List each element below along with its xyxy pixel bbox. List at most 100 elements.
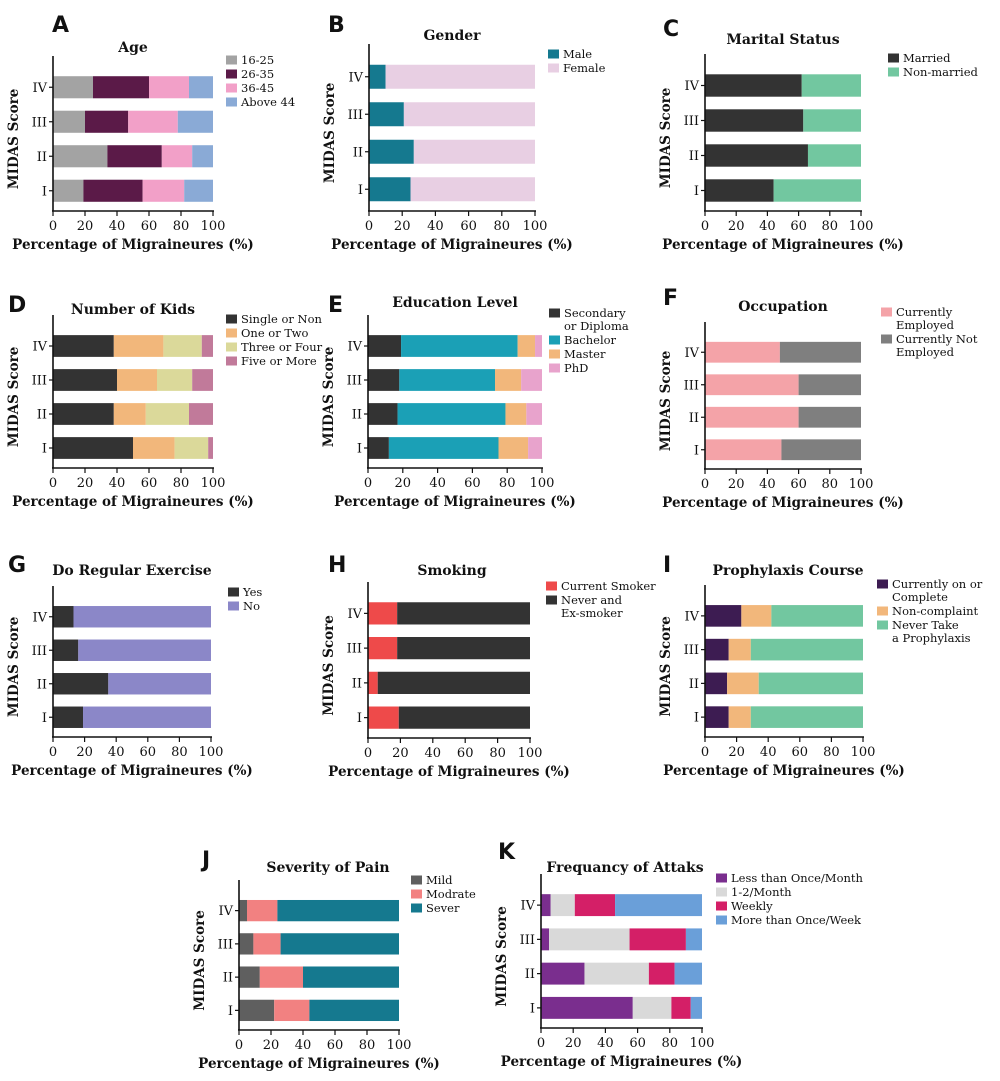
panel-f-legend-label-currently-not-employed: Employed (896, 345, 955, 359)
panel-d-x-tick-label: 20 (77, 476, 94, 491)
panel-h-x-tick-label: 0 (364, 746, 372, 761)
panel-b-x-tick-label: 100 (523, 219, 548, 234)
panel-i-bar-iii-never-take-a-prophylaxis (750, 638, 863, 661)
panel-e-x-tick-label: 20 (395, 476, 412, 491)
panel-i-x-tick-label: 40 (760, 745, 777, 760)
panel-e-x-tick-label: 40 (429, 476, 446, 491)
panel-g-title: Do Regular Exercise (52, 563, 212, 579)
panel-k-title: Frequancy of Attaks (546, 860, 703, 876)
panel-j-x-axis-label: Percentage of Migraineures (%) (198, 1056, 440, 1072)
panel-f-bar-iv-currently-employed (705, 341, 780, 363)
panel-a-x-tick-label: 40 (109, 219, 126, 234)
panel-d-x-tick-label: 60 (141, 476, 158, 491)
panel-i-y-axis-label: MIDAS Score (658, 616, 674, 717)
panel-f-bar-i-currently-not-employed (781, 439, 861, 461)
panel-g-legend-label-yes: Yes (242, 585, 262, 599)
panel-a-bar-iii-36-45 (128, 110, 178, 133)
panel-d-bar-iii-single-or-non (53, 369, 117, 391)
panel-c-bar-iv-married (705, 74, 802, 97)
panel-c-category-label: IV (684, 79, 699, 94)
panel-d-title: Number of Kids (71, 302, 195, 318)
panel-j-category-label: I (228, 1004, 233, 1019)
panel-b-bar-iv-female (385, 64, 535, 89)
panel-i-bar-ii-never-take-a-prophylaxis (758, 672, 863, 695)
panel-k-x-tick-label: 100 (690, 1036, 715, 1051)
panel-g-category-label: I (42, 711, 47, 726)
panel-d-legend-label-five-or-more: Five or More (241, 354, 317, 368)
panel-i-category-label: IV (684, 609, 699, 624)
panel-e-legend-swatch-phd (549, 363, 560, 373)
panel-a-bar-i-36-45 (142, 179, 185, 202)
panel-k-x-tick-label: 80 (662, 1036, 679, 1051)
panel-k-legend-swatch-more-than-once-week (716, 915, 727, 925)
panel-j-title: Severity of Pain (266, 860, 389, 876)
panel-a-legend-label-16-25: 16-25 (241, 53, 274, 67)
panel-f-category-label: IV (684, 346, 699, 361)
panel-a-bar-i-16-25 (53, 179, 84, 202)
panel-d-legend-swatch-single-or-non (226, 314, 237, 324)
panel-h-letter: H (328, 553, 346, 578)
panel-f-title: Occupation (738, 299, 828, 315)
panel-j-letter: J (200, 848, 210, 873)
panel-d-bar-iii-one-or-two (117, 369, 157, 391)
panel-d-y-axis-label: MIDAS Score (6, 347, 22, 448)
panel-h-legend-label-never-and-ex-smoker: Ex-smoker (561, 606, 623, 620)
panel-a-title: Age (117, 40, 148, 56)
panel-k-x-tick-label: 20 (565, 1036, 582, 1051)
panel-e-bar-ii-bachelor (397, 403, 506, 425)
panel-d-category-label: I (42, 442, 47, 457)
panel-a-bar-i-above-44 (184, 179, 213, 202)
panel-h-category-label: I (357, 711, 362, 726)
panel-b-x-axis-label: Percentage of Migraineures (%) (331, 237, 573, 253)
panel-e-x-tick-label: 60 (464, 476, 481, 491)
panel-e-bar-i-bachelor (388, 437, 499, 459)
panel-e-legend-swatch-master (549, 349, 560, 359)
panel-k-bar-iv-less-than-once-month (541, 894, 551, 917)
panel-j-category-label: IV (218, 904, 233, 919)
panel-b-bar-iii-female (403, 102, 535, 127)
panel-d-bar-iii-three-or-four (157, 369, 193, 391)
panel-f-category-label: II (689, 411, 699, 426)
panel-j-bar-i-modrate (274, 999, 310, 1022)
panel-k-bar-ii-1-2-month (584, 962, 649, 985)
panel-b-x-tick-label: 20 (394, 219, 411, 234)
panel-h-legend-swatch-current-smoker (546, 581, 557, 591)
panel-h-category-label: II (352, 676, 362, 691)
panel-j-bar-iii-modrate (253, 933, 281, 955)
panel-k-legend-swatch-1-2-month (716, 887, 727, 897)
panel-g-x-tick-label: 20 (76, 745, 93, 760)
panel-f-legend-swatch-currently-employed (881, 307, 892, 317)
panel-d-bar-ii-three-or-four (145, 403, 189, 425)
panel-a-x-tick-label: 100 (201, 219, 226, 234)
panel-j-legend-label-sever: Sever (426, 901, 460, 915)
panel-c-letter: C (663, 17, 679, 42)
panel-i-letter: I (663, 553, 671, 578)
panel-e-bar-ii-master (505, 403, 527, 425)
panel-a-bar-ii-26-35 (107, 145, 162, 168)
panel-i-bar-i-currently-on-or-complete (705, 706, 729, 728)
panel-h-bar-ii-current-smoker (368, 671, 378, 694)
panel-k-legend-label-less-than-once-month: Less than Once/Month (731, 871, 864, 885)
panel-k-bar-i-less-than-once-month (541, 996, 633, 1019)
panel-g-bar-iv-yes (53, 606, 74, 628)
panel-i-x-tick-label: 80 (823, 745, 840, 760)
panel-k-x-tick-label: 60 (629, 1036, 646, 1051)
panel-a-bar-iii-26-35 (85, 110, 129, 133)
panel-h-x-tick-label: 60 (457, 746, 474, 761)
panel-a-legend-label-26-35: 26-35 (241, 67, 274, 81)
panel-h-x-tick-label: 20 (392, 746, 409, 761)
panel-a-category-label: II (37, 150, 47, 165)
panel-d-category-label: III (32, 374, 47, 389)
panel-i-legend-label-currently-on-or-complete: Complete (892, 590, 948, 604)
panel-k-legend-swatch-weekly (716, 901, 727, 911)
panel-j-x-tick-label: 20 (263, 1038, 280, 1053)
panel-g-legend-label-no: No (243, 599, 260, 613)
panel-h-legend-swatch-never-and-ex-smoker (546, 595, 557, 605)
panel-a-bar-ii-36-45 (161, 145, 193, 168)
panel-i-bar-iv-non-complaint (741, 605, 772, 627)
panel-g-legend-swatch-yes (228, 587, 239, 597)
panel-b-bar-iii-male (369, 102, 404, 127)
panel-c-category-label: II (689, 149, 699, 164)
panel-e-letter: E (328, 293, 343, 318)
panel-k-bar-iii-more-than-once-week (685, 928, 702, 951)
